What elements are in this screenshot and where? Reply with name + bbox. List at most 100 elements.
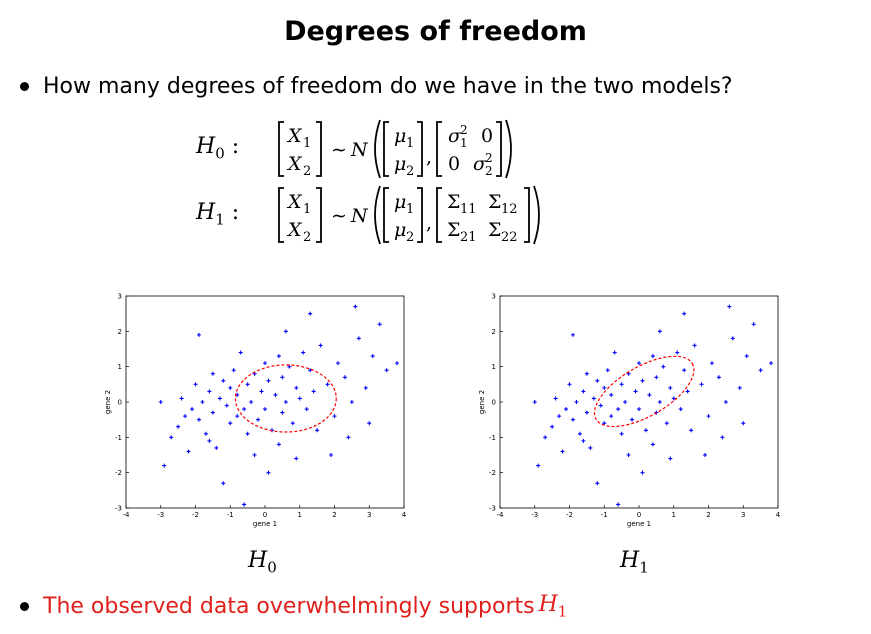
data-point <box>536 463 541 468</box>
data-point <box>273 392 278 397</box>
svg-text:21: 21 <box>460 230 477 245</box>
data-point <box>650 442 655 447</box>
data-point <box>581 389 586 394</box>
data-point <box>657 400 662 404</box>
svg-text:1: 1 <box>406 136 414 151</box>
bullet-conclusion-math: H1 <box>538 592 568 621</box>
data-point <box>737 385 742 390</box>
data-point <box>609 392 614 397</box>
fitted-ellipse <box>234 364 337 433</box>
data-point <box>162 463 167 468</box>
y-tick-label: -1 <box>115 434 122 442</box>
data-point <box>553 396 558 401</box>
bullet-conclusion: The observed data overwhelmingly support… <box>20 592 567 620</box>
data-point <box>276 442 281 447</box>
x-tick-label: -2 <box>566 511 573 519</box>
data-point <box>706 414 711 419</box>
data-point <box>581 438 586 443</box>
data-point <box>335 361 340 366</box>
data-point <box>699 382 704 387</box>
plot-frame <box>499 295 779 509</box>
svg-text:1: 1 <box>303 202 311 217</box>
data-point <box>332 414 337 419</box>
data-point <box>612 350 617 355</box>
data-point <box>685 389 690 394</box>
x-axis-label: gene 1 <box>627 520 651 528</box>
data-point <box>616 502 621 507</box>
data-point <box>564 407 569 412</box>
slide-title: Degrees of freedom <box>284 16 587 47</box>
data-point <box>550 424 555 429</box>
data-point <box>570 417 575 422</box>
data-point <box>245 382 250 387</box>
x-axis-label: gene 1 <box>253 520 277 528</box>
data-point <box>678 407 683 412</box>
svg-text:2: 2 <box>460 123 468 137</box>
x-tick-label: 0 <box>637 511 641 519</box>
data-point <box>574 400 579 404</box>
data-point <box>276 354 281 359</box>
data-point <box>210 371 215 376</box>
x-tick-label: -3 <box>157 511 164 519</box>
data-point <box>346 435 351 440</box>
data-point <box>249 400 254 404</box>
data-point <box>741 421 746 426</box>
svg-text:0: 0 <box>481 125 493 147</box>
data-point <box>630 417 635 422</box>
data-point <box>186 449 191 454</box>
data-point <box>224 403 229 408</box>
data-point <box>744 354 749 359</box>
svg-text:2: 2 <box>406 164 414 179</box>
y-tick-label: -2 <box>115 469 122 477</box>
data-point <box>329 453 334 457</box>
data-point <box>297 396 302 401</box>
data-point <box>723 400 728 404</box>
y-tick-label: -2 <box>489 469 496 477</box>
data-point <box>692 343 697 348</box>
data-point <box>602 421 607 426</box>
svg-text:1: 1 <box>460 136 468 150</box>
data-point <box>609 414 614 419</box>
svg-text:X: X <box>286 125 303 147</box>
data-point <box>557 414 562 419</box>
data-point <box>311 389 316 394</box>
data-point <box>263 407 267 412</box>
data-point <box>242 407 247 412</box>
data-point <box>221 481 226 486</box>
bullet-question-text: How many degrees of freedom do we have i… <box>43 74 733 99</box>
svg-text:μ: μ <box>394 191 406 213</box>
y-tick-label: 3 <box>492 293 496 301</box>
data-point <box>294 385 299 390</box>
y-tick-label: 3 <box>118 293 122 301</box>
data-point <box>217 396 222 401</box>
data-point <box>633 389 638 394</box>
data-point <box>591 396 596 401</box>
data-point <box>290 421 295 426</box>
svg-text:12: 12 <box>501 202 518 217</box>
data-point <box>619 382 624 387</box>
data-point <box>584 410 589 415</box>
data-point <box>727 304 732 309</box>
data-point <box>259 389 264 394</box>
data-point <box>570 332 575 337</box>
data-point <box>363 385 368 390</box>
bullet-dot <box>20 601 29 611</box>
data-point <box>370 354 375 359</box>
x-tick-label: -4 <box>123 511 131 519</box>
svg-text:2: 2 <box>303 230 311 245</box>
x-tick-label: 4 <box>402 511 407 519</box>
data-point <box>682 311 687 316</box>
data-point <box>588 445 593 450</box>
data-point <box>283 329 288 334</box>
data-point <box>280 410 285 415</box>
data-point <box>395 361 400 366</box>
svg-text:σ: σ <box>473 153 487 175</box>
data-point <box>196 332 201 337</box>
data-point <box>647 392 652 397</box>
svg-text:N: N <box>350 139 369 161</box>
svg-text:μ: μ <box>394 219 406 241</box>
data-point <box>367 421 372 426</box>
